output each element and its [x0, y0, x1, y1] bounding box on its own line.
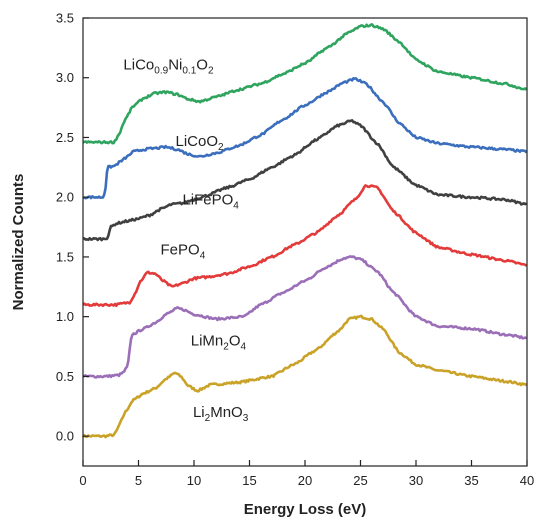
- y-tick-label: 0.5: [56, 369, 74, 384]
- series-label: LiFePO4: [182, 191, 239, 211]
- y-tick-label: 3.5: [56, 11, 74, 26]
- y-tick-label: 3.0: [56, 70, 74, 85]
- series-line: [82, 255, 528, 379]
- y-axis: 0.0 0.5 1.0 1.5 2.0 2.5 3.0 3.5: [56, 11, 89, 444]
- x-tick-label: 15: [242, 473, 256, 488]
- y-tick-label: 1.0: [56, 309, 74, 324]
- series-label: FePO4: [161, 242, 206, 262]
- x-tick-label: 0: [79, 473, 86, 488]
- series-label: Li2MnO3: [193, 404, 249, 424]
- series-label: LiCoO2: [176, 133, 225, 153]
- series-line: [82, 184, 528, 308]
- plot-frame: [82, 17, 528, 467]
- series-label: LiCo0.9Ni0.1O2: [123, 56, 214, 76]
- series-label: LiMn2O4: [191, 332, 247, 352]
- x-tick-label: 5: [135, 473, 142, 488]
- series-line: [82, 119, 528, 242]
- series-layer: [81, 23, 528, 439]
- y-tick-label: 2.0: [56, 190, 74, 205]
- series-line: [82, 77, 528, 200]
- y-axis-title: Normalized Counts: [10, 174, 27, 311]
- x-axis: 0 5 10 15 20 25 30 35 40: [79, 460, 534, 488]
- x-tick-label: 30: [409, 473, 423, 488]
- series-line: [81, 314, 528, 439]
- x-tick-label: 25: [353, 473, 367, 488]
- x-tick-label: 40: [520, 473, 534, 488]
- x-tick-label: 20: [298, 473, 312, 488]
- y-tick-label: 0.0: [56, 429, 74, 444]
- series-line: [82, 23, 528, 145]
- x-tick-label: 10: [187, 473, 201, 488]
- series-labels: Li2MnO3 LiMn2O4 FePO4 LiFePO4 LiCoO2 LiCo0.9N…: [123, 56, 248, 424]
- y-tick-label: 2.5: [56, 130, 74, 145]
- x-tick-label: 35: [464, 473, 478, 488]
- y-tick-label: 1.5: [56, 249, 74, 264]
- x-axis-title: Energy Loss (eV): [244, 501, 367, 518]
